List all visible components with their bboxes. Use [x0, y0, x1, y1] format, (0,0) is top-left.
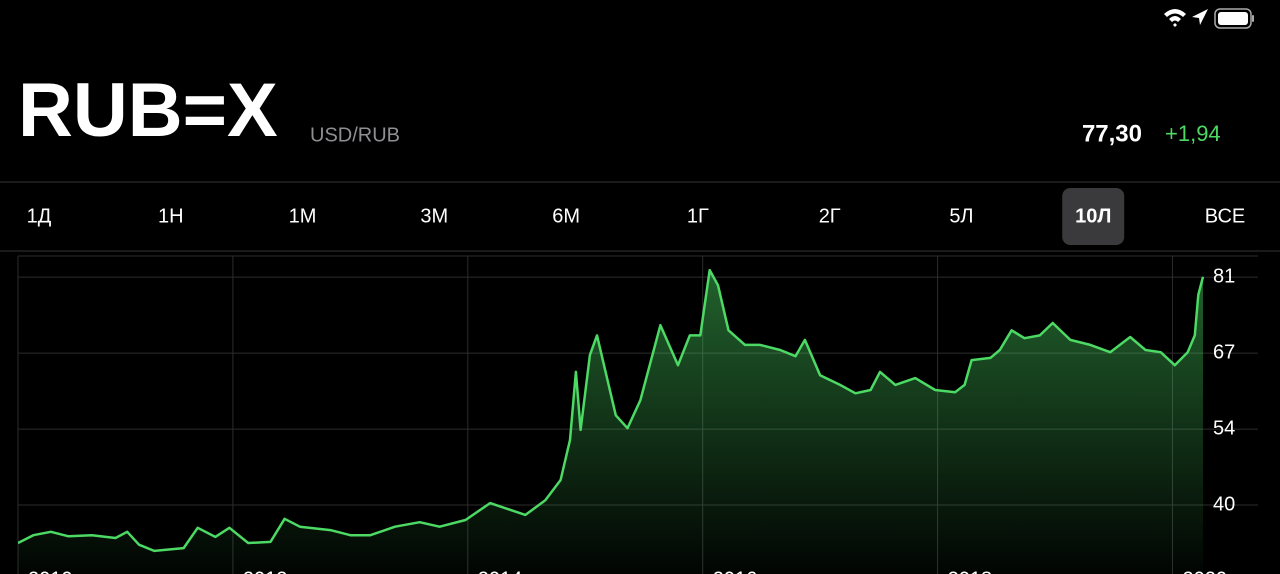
- y-tick-label: 81: [1213, 265, 1235, 287]
- y-tick-label: 40: [1213, 493, 1235, 515]
- active-tab-bg: [1062, 188, 1125, 245]
- company-name: USD/RUB: [310, 124, 400, 146]
- range-tab[interactable]: 1Н: [158, 205, 184, 227]
- range-tab[interactable]: 1М: [289, 205, 317, 227]
- range-tab[interactable]: 1Д: [27, 205, 52, 227]
- range-tab[interactable]: 3М: [420, 205, 448, 227]
- range-tab[interactable]: 1Г: [687, 205, 709, 227]
- area-fill: [18, 270, 1203, 574]
- chart: 40546781201020122014201620182020: [17, 255, 1258, 574]
- range-tab[interactable]: 10Л: [1075, 205, 1111, 227]
- range-tabs: 1Д 1Н 1М 3М 6М 1Г 2Г 5Л 10Л ВСЕ: [27, 188, 1245, 245]
- price-change: +1,94: [1165, 121, 1221, 146]
- range-tab[interactable]: 6М: [552, 205, 580, 227]
- range-tab[interactable]: 5Л: [949, 205, 973, 227]
- y-tick-label: 54: [1213, 417, 1235, 439]
- x-tick-label: 2020: [1182, 568, 1227, 574]
- symbol: RUB=X: [18, 68, 278, 153]
- status-icons: [1164, 8, 1254, 29]
- plot-area: [18, 268, 1205, 574]
- price-line: [18, 268, 1205, 553]
- range-tab[interactable]: ВСЕ: [1205, 205, 1245, 227]
- price: 77,30: [1082, 120, 1142, 147]
- y-tick-label: 67: [1213, 341, 1235, 363]
- range-tab[interactable]: 2Г: [819, 205, 841, 227]
